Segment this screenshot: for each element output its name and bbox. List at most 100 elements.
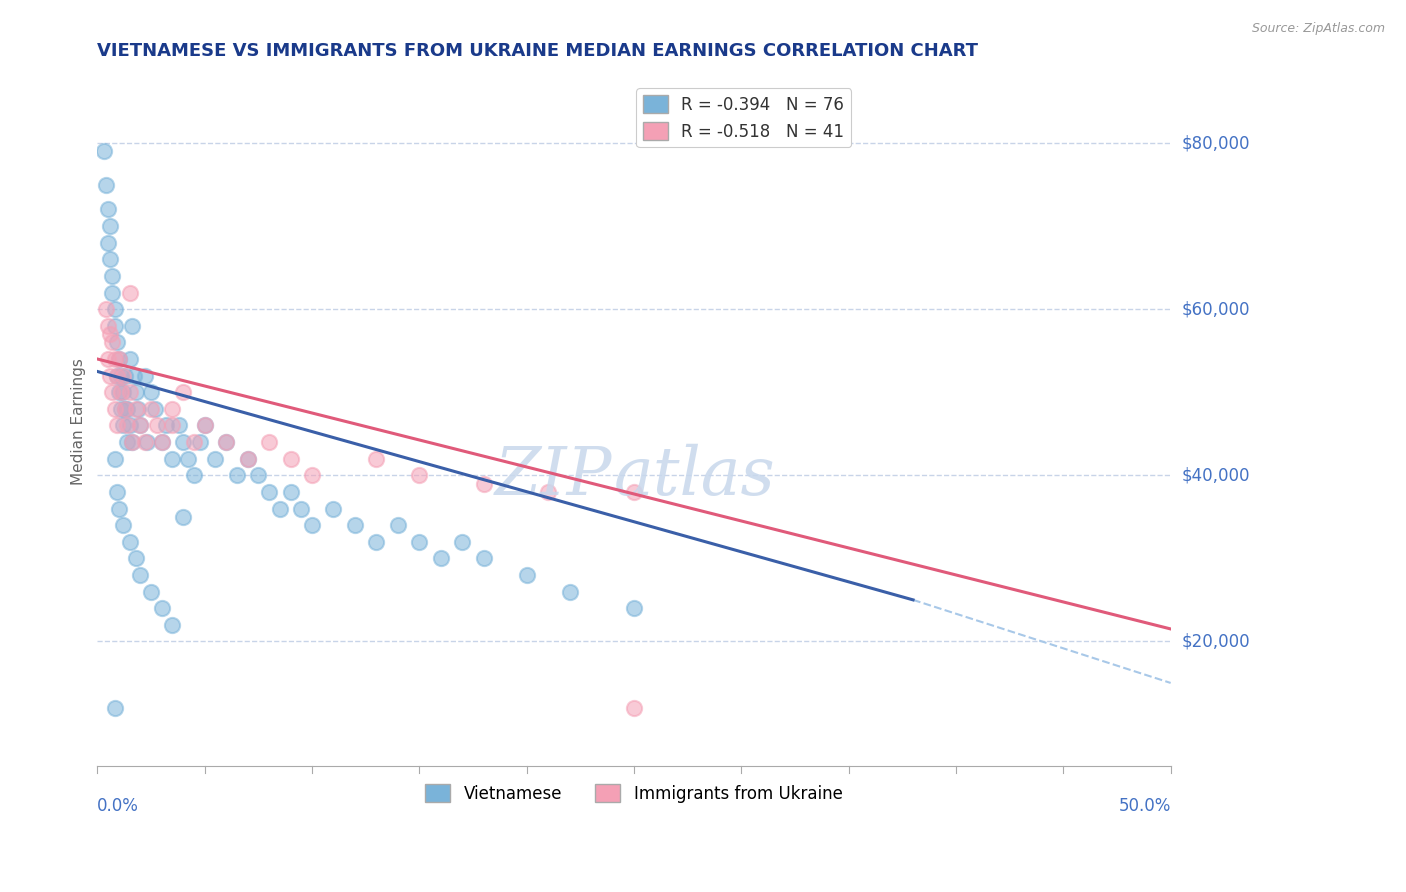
Point xyxy=(93,145,115,159)
Point xyxy=(257,484,280,499)
Point xyxy=(215,435,238,450)
Point xyxy=(98,368,121,383)
Point xyxy=(105,368,128,383)
Point xyxy=(150,435,173,450)
Point xyxy=(110,401,132,416)
Point xyxy=(162,401,184,416)
Point xyxy=(204,451,226,466)
Point xyxy=(129,418,152,433)
Text: Source: ZipAtlas.com: Source: ZipAtlas.com xyxy=(1251,22,1385,36)
Point xyxy=(343,518,366,533)
Point xyxy=(558,584,581,599)
Point xyxy=(97,235,120,250)
Point xyxy=(430,551,453,566)
Point xyxy=(269,501,291,516)
Text: 0.0%: 0.0% xyxy=(97,797,139,814)
Point xyxy=(162,451,184,466)
Point xyxy=(121,435,143,450)
Point xyxy=(162,418,184,433)
Point xyxy=(280,451,302,466)
Point xyxy=(122,368,145,383)
Point xyxy=(236,451,259,466)
Point xyxy=(105,335,128,350)
Text: $20,000: $20,000 xyxy=(1182,632,1250,650)
Point xyxy=(121,435,143,450)
Text: 50.0%: 50.0% xyxy=(1118,797,1171,814)
Point xyxy=(110,368,132,383)
Text: ZIP: ZIP xyxy=(495,444,613,509)
Point xyxy=(117,418,139,433)
Point xyxy=(623,601,645,615)
Point xyxy=(108,501,131,516)
Point xyxy=(101,385,124,400)
Point xyxy=(139,385,162,400)
Point xyxy=(139,401,162,416)
Point xyxy=(537,484,560,499)
Point xyxy=(623,701,645,715)
Point xyxy=(97,202,120,217)
Point xyxy=(105,418,128,433)
Text: $60,000: $60,000 xyxy=(1182,301,1250,318)
Point xyxy=(135,435,157,450)
Point xyxy=(110,385,132,400)
Point xyxy=(183,435,205,450)
Point xyxy=(139,584,162,599)
Point xyxy=(247,468,270,483)
Point xyxy=(194,418,217,433)
Point xyxy=(172,435,194,450)
Point xyxy=(103,451,125,466)
Point xyxy=(112,385,135,400)
Point xyxy=(118,534,141,549)
Point xyxy=(150,601,173,615)
Point xyxy=(290,501,312,516)
Point xyxy=(280,484,302,499)
Point xyxy=(472,476,495,491)
Point xyxy=(623,484,645,499)
Point xyxy=(366,534,388,549)
Point xyxy=(105,484,128,499)
Text: $40,000: $40,000 xyxy=(1182,467,1250,484)
Point xyxy=(150,435,173,450)
Point xyxy=(225,468,247,483)
Point xyxy=(194,418,217,433)
Point xyxy=(118,385,141,400)
Point xyxy=(155,418,177,433)
Point xyxy=(301,518,323,533)
Point xyxy=(167,418,190,433)
Point xyxy=(146,418,169,433)
Point xyxy=(125,551,148,566)
Point xyxy=(103,302,125,317)
Point xyxy=(108,351,131,366)
Point xyxy=(98,219,121,233)
Point xyxy=(183,468,205,483)
Point xyxy=(451,534,474,549)
Point xyxy=(108,351,131,366)
Point xyxy=(125,385,148,400)
Point xyxy=(129,568,152,582)
Point xyxy=(94,178,117,192)
Point xyxy=(103,318,125,333)
Point xyxy=(322,501,344,516)
Point xyxy=(101,285,124,300)
Point xyxy=(134,368,156,383)
Point xyxy=(112,518,135,533)
Point xyxy=(127,401,149,416)
Point xyxy=(108,385,131,400)
Point xyxy=(118,418,141,433)
Point xyxy=(143,401,166,416)
Text: atlas: atlas xyxy=(613,444,775,509)
Point xyxy=(118,285,141,300)
Point xyxy=(114,401,136,416)
Legend: Vietnamese, Immigrants from Ukraine: Vietnamese, Immigrants from Ukraine xyxy=(419,777,849,809)
Point xyxy=(97,318,120,333)
Point xyxy=(94,302,117,317)
Point xyxy=(125,401,148,416)
Point xyxy=(117,435,139,450)
Point xyxy=(516,568,538,582)
Point xyxy=(98,327,121,342)
Y-axis label: Median Earnings: Median Earnings xyxy=(72,358,86,484)
Point xyxy=(103,401,125,416)
Point xyxy=(129,418,152,433)
Point xyxy=(301,468,323,483)
Point xyxy=(101,268,124,283)
